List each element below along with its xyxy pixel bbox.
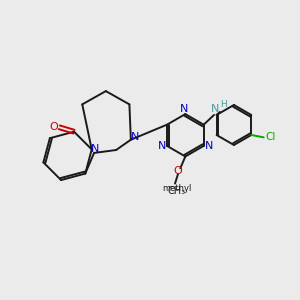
Text: H: H [220, 100, 227, 109]
Text: Cl: Cl [265, 132, 275, 142]
Text: N: N [205, 141, 213, 151]
Text: N: N [211, 104, 220, 114]
Text: methyl: methyl [162, 184, 191, 194]
Text: N: N [180, 104, 189, 114]
Text: N: N [158, 141, 166, 151]
Text: O: O [50, 122, 58, 132]
Text: CH₃: CH₃ [168, 186, 186, 196]
Text: O: O [174, 166, 182, 176]
Text: N: N [91, 144, 100, 154]
Text: N: N [131, 132, 140, 142]
